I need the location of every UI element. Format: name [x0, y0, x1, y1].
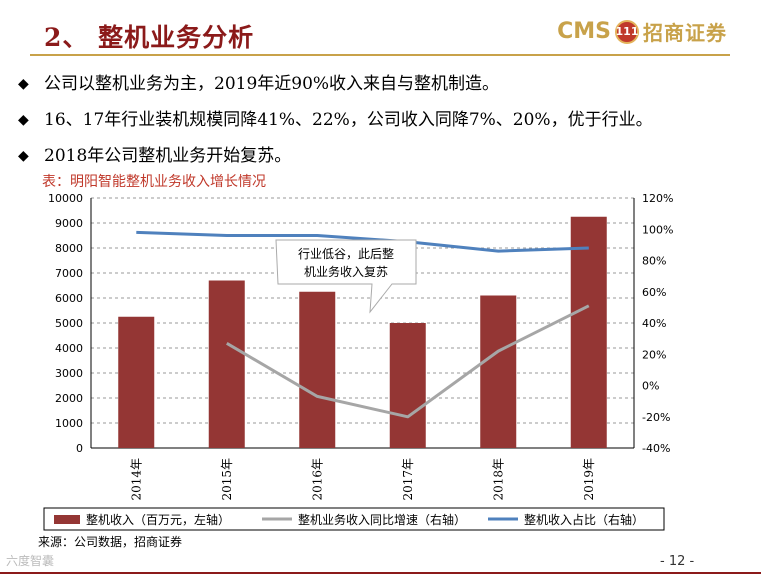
bullet-text: 公司以整机业务为主，2019年近90%收入来自与整机制造。 [44, 74, 500, 94]
x-axis-tick-label: 2015年 [220, 458, 234, 501]
bar [570, 216, 607, 448]
right-axis-tick-label: -40% [642, 442, 670, 455]
revenue-share-line [136, 230, 589, 253]
watermark: 六度智囊 [6, 554, 55, 568]
right-axis-tick-label: 100% [642, 223, 673, 236]
annotation-text: 行业低谷，此后整 [298, 246, 394, 261]
left-axis-tick-label: 3000 [55, 367, 83, 380]
bullet-text: 16、17年行业装机规模同降41%、22%，公司收入同降7%、20%，优于行业。 [44, 110, 653, 130]
annotation-callout [275, 239, 417, 314]
diamond-bullet-icon: ◆ [18, 112, 29, 128]
page-number: - 12 - [660, 554, 695, 569]
diamond-bullet-icon: ◆ [18, 148, 29, 164]
left-axis-tick-label: 0 [76, 442, 83, 455]
legend-label: 整机收入（百万元，左轴） [86, 512, 230, 527]
legend-label: 整机业务收入同比增速（右轴） [298, 512, 466, 527]
right-axis-tick-label: 0% [642, 380, 659, 393]
growth-rate-line [226, 304, 590, 419]
left-axis-tick-label: 5000 [55, 317, 83, 330]
legend-box [43, 507, 665, 531]
legend-label: 整机收入占比（右轴） [524, 512, 644, 527]
right-axis-tick-label: -20% [642, 411, 670, 424]
annotation-text: 机业务收入复苏 [304, 264, 388, 279]
bullet-item: ◆ 公司以整机业务为主，2019年近90%收入来自与整机制造。 [18, 66, 748, 102]
x-axis-tick-label: 2019年 [582, 458, 596, 501]
right-axis-tick-label: 120% [642, 192, 673, 205]
right-axis-tick-label: 60% [642, 286, 666, 299]
page-title: 2、 整机业务分析 [44, 23, 255, 52]
company-logo: CMS 111 招商证券 [557, 17, 727, 46]
bar [118, 316, 155, 448]
header-divider [30, 54, 730, 56]
right-axis-tick-label: 80% [642, 255, 666, 268]
left-axis-tick-label: 9000 [55, 217, 83, 230]
logo-seal-icon: 111 [615, 19, 639, 44]
bullet-item: ◆ 16、17年行业装机规模同降41%、22%，公司收入同降7%、20%，优于行… [18, 102, 748, 138]
left-axis-tick-label: 10000 [48, 192, 83, 205]
diamond-bullet-icon: ◆ [18, 76, 29, 92]
source-note: 来源：公司数据，招商证券 [38, 535, 183, 549]
footer-divider [0, 572, 761, 574]
x-axis-tick-label: 2018年 [491, 458, 505, 501]
x-axis-tick-label: 2016年 [310, 458, 324, 501]
left-axis-tick-label: 2000 [55, 392, 83, 405]
left-axis-tick-label: 1000 [55, 417, 83, 430]
right-axis-tick-label: 40% [642, 317, 666, 330]
logo-chinese: 招商证券 [643, 21, 727, 45]
left-axis-tick-label: 4000 [55, 342, 83, 355]
chart-caption: 表：明阳智能整机业务收入增长情况 [42, 174, 266, 190]
left-axis-tick-label: 7000 [55, 267, 83, 280]
bullet-item: ◆ 2018年公司整机业务开始复苏。 [18, 138, 748, 174]
bullet-text: 2018年公司整机业务开始复苏。 [44, 146, 292, 166]
left-axis-tick-label: 6000 [55, 292, 83, 305]
bar [208, 280, 245, 448]
bullet-list: ◆ 公司以整机业务为主，2019年近90%收入来自与整机制造。 ◆ 16、17年… [18, 66, 748, 174]
x-axis-tick-label: 2014年 [129, 458, 143, 501]
legend-swatch-bar [54, 515, 80, 524]
logo-latin: CMS [557, 19, 611, 44]
bar [480, 295, 517, 448]
bar [389, 323, 426, 448]
bar [299, 291, 336, 448]
left-axis-tick-label: 8000 [55, 242, 83, 255]
right-axis-tick-label: 20% [642, 348, 666, 361]
x-axis-tick-label: 2017年 [401, 458, 415, 501]
